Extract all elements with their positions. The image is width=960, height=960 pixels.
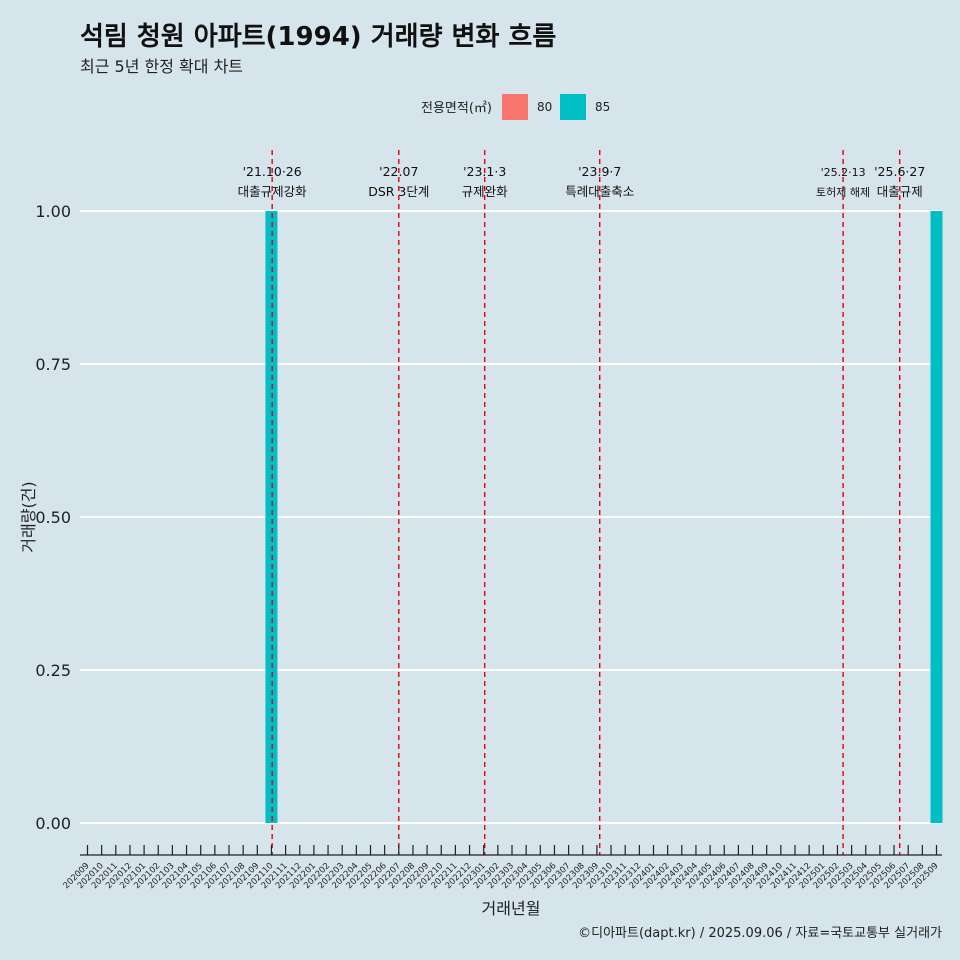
- legend: 전용면적(㎡) 80 85: [421, 94, 610, 120]
- chart-subtitle: 최근 5년 한정 확대 차트: [80, 57, 244, 76]
- event-date: '22.07: [379, 164, 418, 179]
- legend-label: 85: [595, 100, 610, 114]
- y-tick-label: 0.75: [35, 355, 71, 374]
- legend-label: 80: [537, 100, 552, 114]
- event-date: '25.6·27: [874, 164, 925, 179]
- legend-swatch: [560, 94, 586, 120]
- y-axis-title: 거래량(건): [19, 481, 38, 552]
- y-tick-label: 1.00: [35, 202, 71, 221]
- y-tick-label: 0.00: [35, 814, 71, 833]
- bars: [265, 211, 943, 823]
- x-axis-title: 거래년월: [482, 899, 541, 918]
- bar: [265, 211, 278, 823]
- event-label: DSR 3단계: [368, 184, 429, 199]
- chart-title: 석림 청원 아파트(1994) 거래량 변화 흐름: [80, 22, 557, 52]
- event-label: 규제완화: [462, 184, 509, 199]
- grid: [80, 210, 942, 824]
- events: '21.10·26 대출규제강화 '22.07 DSR 3단계 '23.1·3 규제완화 '…: [238, 150, 925, 855]
- y-tick-label: 0.25: [35, 661, 71, 680]
- bar: [930, 211, 943, 823]
- legend-swatch: [502, 94, 528, 120]
- event-date: '23.1·3: [463, 164, 506, 179]
- event-date: '21.10·26: [243, 164, 302, 179]
- event-date: '23.9·7: [578, 164, 621, 179]
- axes: 0.000.250.500.751.0020200920201020201120…: [19, 202, 942, 918]
- event-label: 대출규제: [877, 184, 923, 199]
- event-label: 대출규제강화: [238, 184, 308, 199]
- caption: ©디아파트(dapt.kr) / 2025.09.06 / 자료=국토교통부 실…: [578, 926, 942, 941]
- legend-title: 전용면적(㎡): [421, 101, 492, 116]
- y-tick-label: 0.50: [35, 508, 71, 527]
- event-label: 특례대출축소: [565, 184, 634, 199]
- event-date: '25.2·13: [821, 166, 866, 179]
- event-label: 토허제 해제: [816, 185, 870, 199]
